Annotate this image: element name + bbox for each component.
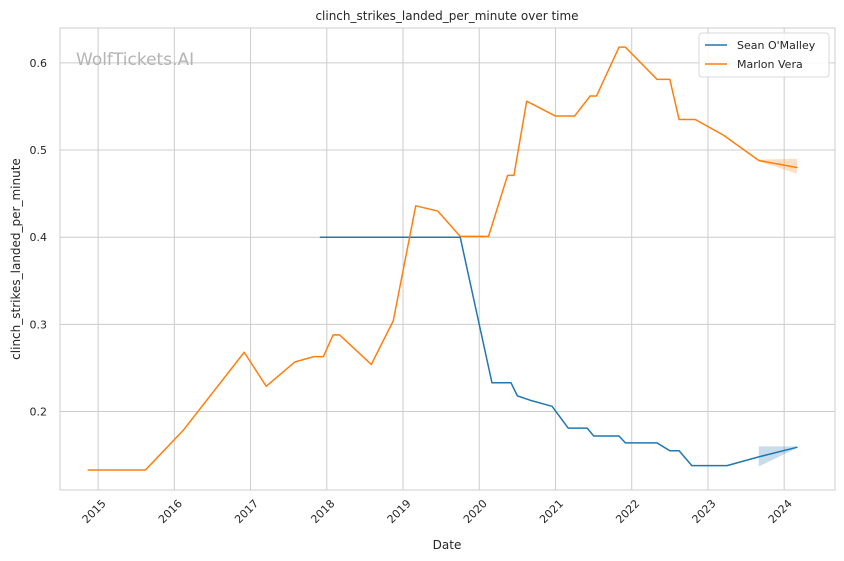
y-tick-label: 0.6 bbox=[30, 57, 48, 70]
grid-lines bbox=[60, 28, 835, 490]
legend-items: Sean O'Malley Marlon Vera bbox=[705, 39, 816, 71]
series-line-1 bbox=[87, 46, 798, 471]
plot-area bbox=[60, 28, 835, 490]
legend-box bbox=[698, 32, 830, 78]
watermark: WolfTickets.AI bbox=[76, 50, 194, 70]
series-lines bbox=[87, 46, 798, 471]
y-tick-label: 0.2 bbox=[30, 406, 48, 419]
series-line-0 bbox=[319, 236, 798, 467]
legend: Sean O'Malley Marlon Vera bbox=[698, 32, 830, 78]
confidence-band-series-0 bbox=[758, 446, 797, 467]
y-tick-label: 0.5 bbox=[30, 144, 48, 157]
x-axis-label: Date bbox=[433, 538, 462, 552]
chart-title: clinch_strikes_landed_per_minute over ti… bbox=[315, 9, 578, 23]
legend-label: Sean O'Malley bbox=[737, 39, 816, 52]
y-axis-label: clinch_strikes_landed_per_minute bbox=[9, 158, 23, 360]
y-tick-labels: 0.2 0.3 0.4 0.5 0.6 bbox=[30, 57, 48, 419]
plot-frame bbox=[59, 27, 836, 491]
legend-label: Marlon Vera bbox=[737, 58, 803, 71]
y-tick-label: 0.4 bbox=[30, 231, 48, 244]
y-tick-label: 0.3 bbox=[30, 318, 48, 331]
